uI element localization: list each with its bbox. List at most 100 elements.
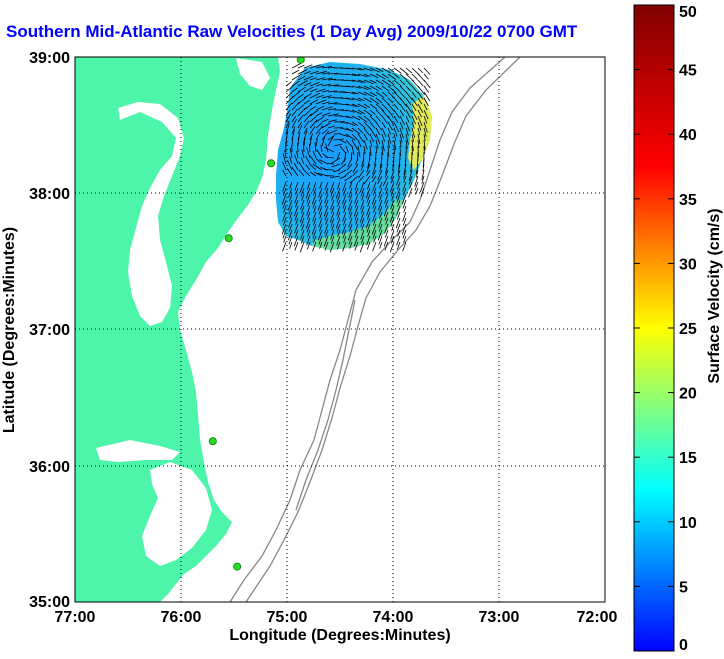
velocity-vector [357,115,368,123]
velocity-vector [387,145,390,158]
velocity-vector [333,169,341,173]
velocity-vector [342,229,347,239]
velocity-vector [357,67,365,71]
velocity-vector [321,101,330,105]
velocity-vector [381,79,392,87]
velocity-vector [312,211,317,222]
colorbar-tick-label: 30 [679,256,697,273]
velocity-vector [417,109,422,118]
velocity-vector [399,79,406,86]
velocity-vector [318,187,323,198]
velocity-vector [336,181,341,190]
velocity-vector [327,125,335,129]
velocity-vector [315,88,326,93]
velocity-vector [387,79,395,86]
velocity-vector [351,115,361,121]
velocity-vector [409,181,413,189]
velocity-vector [318,235,323,245]
velocity-vector [375,127,381,136]
velocity-vector [303,99,311,105]
velocity-vector [282,211,287,222]
velocity-vector [417,115,423,127]
velocity-vector [317,229,323,241]
velocity-vector [342,187,347,196]
velocity-vector [369,103,378,110]
velocity-vector [351,67,362,71]
velocity-vector [303,103,313,111]
velocity-vector [300,187,305,197]
velocity-vector [372,217,377,226]
velocity-vector [297,104,305,111]
velocity-vector [367,157,371,169]
velocity-vector [316,149,323,159]
velocity-vector [309,136,312,147]
velocity-vector [420,187,425,197]
velocity-vector [339,139,347,144]
velocity-vector [423,139,426,150]
velocity-vector [417,97,423,105]
velocity-vector [327,129,338,135]
velocity-vector [414,181,419,191]
velocity-vector [309,64,321,69]
velocity-vector [351,97,362,102]
velocity-vector [411,127,416,138]
velocity-vector [297,97,307,105]
velocity-vector [315,116,325,123]
velocity-vector [423,133,426,141]
velocity-vector [354,241,359,251]
velocity-vector [303,75,314,81]
velocity-vector [363,109,373,117]
velocity-vector [387,67,395,73]
velocity-vector [399,139,402,147]
velocity-vector [414,175,419,187]
chesapeake-bay [118,102,184,326]
velocity-vector [367,229,371,237]
velocity-vector [423,109,429,120]
velocity-vector [303,86,314,93]
map-plot-area [75,57,605,602]
velocity-vector [402,181,407,192]
velocity-vector [351,73,360,77]
velocity-vector [297,80,308,87]
velocity-vector [339,121,348,124]
velocity-vector [351,109,363,115]
velocity-vector [396,235,401,246]
velocity-vector [366,193,371,203]
velocity-vector [405,79,413,87]
velocity-vector [336,235,341,246]
velocity-vector [421,169,425,180]
velocity-vector [423,127,427,137]
velocity-vector [330,229,335,240]
velocity-vector [393,121,400,133]
velocity-vector [372,187,377,196]
velocity-vector [372,199,377,209]
velocity-vector [300,235,305,244]
velocity-vector [366,241,371,250]
velocity-vector [411,145,413,156]
velocity-vector [359,211,365,223]
velocity-vector [393,109,400,119]
velocity-vector [281,193,287,205]
velocity-vector [312,181,317,192]
velocity-vector [330,235,335,244]
velocity-vector [294,181,299,191]
velocity-vector [294,154,299,165]
velocity-vector [333,138,345,141]
velocity-vector [366,169,371,177]
velocity-vector [411,109,418,120]
velocity-vector [415,169,419,178]
velocity-vector [312,199,317,209]
velocity-vector [381,115,388,124]
velocity-vector [399,91,406,99]
velocity-vector [288,187,293,198]
velocity-vector [381,139,385,151]
velocity-vector [369,115,378,124]
velocity-vector [363,145,366,154]
velocity-vector [351,121,359,126]
velocity-vector [305,217,311,229]
velocity-vector [329,211,335,223]
velocity-vector [383,235,389,247]
velocity-vector [387,133,392,144]
colorbar [633,4,675,652]
velocity-vector [339,103,349,106]
